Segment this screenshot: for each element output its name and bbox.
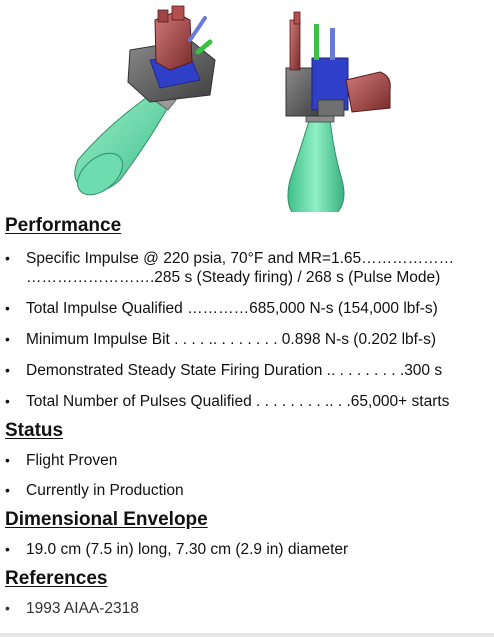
page-bottom-edge [0,633,494,637]
section-performance: Performance Specific Impulse @ 220 psia,… [0,212,494,411]
list-item: 1993 AIAA-2318 [0,599,494,618]
specific-impulse-line1: Specific Impulse @ 220 psia, 70°F and MR… [26,250,455,267]
list-item: Currently in Production [0,481,494,500]
section-status: Status Flight Proven Currently in Produc… [0,417,494,500]
spec-sheet: Performance Specific Impulse @ 220 psia,… [0,208,494,630]
list-item: Minimum Impulse Bit . . . . .. . . . . .… [0,330,494,349]
tubes-right [314,24,335,60]
status-list: Flight Proven Currently in Production [0,451,494,500]
thruster-right-view [285,11,391,212]
section-references: References 1993 AIAA-2318 [0,565,494,618]
envelope-heading: Dimensional Envelope [5,509,208,530]
list-item: Flight Proven [0,451,494,470]
tubes-left [188,16,213,55]
performance-list: Specific Impulse @ 220 psia, 70°F and MR… [0,249,494,411]
housing-right [285,57,349,117]
list-item: Specific Impulse @ 220 psia, 70°F and MR… [0,249,494,287]
envelope-list: 19.0 cm (7.5 in) long, 7.30 cm (2.9 in) … [0,540,494,559]
section-dimensional-envelope: Dimensional Envelope 19.0 cm (7.5 in) lo… [0,506,494,559]
specific-impulse-line2: …………………….285 s (Steady firing) / 268 s (… [26,269,441,286]
list-item: Total Impulse Qualified …………685,000 N-s … [0,299,494,318]
status-heading: Status [5,420,64,441]
nozzle-right [287,111,345,212]
thruster-illustrations [74,5,391,212]
list-item: 19.0 cm (7.5 in) long, 7.30 cm (2.9 in) … [0,540,494,559]
thruster-left-view [74,5,216,196]
references-list: 1993 AIAA-2318 [0,599,494,618]
performance-heading: Performance [5,215,122,236]
valve-left [154,5,193,71]
valve-right [289,11,391,113]
list-item: Demonstrated Steady State Firing Duratio… [0,361,494,380]
references-heading: References [5,568,108,589]
list-item: Total Number of Pulses Qualified . . . .… [0,392,494,411]
